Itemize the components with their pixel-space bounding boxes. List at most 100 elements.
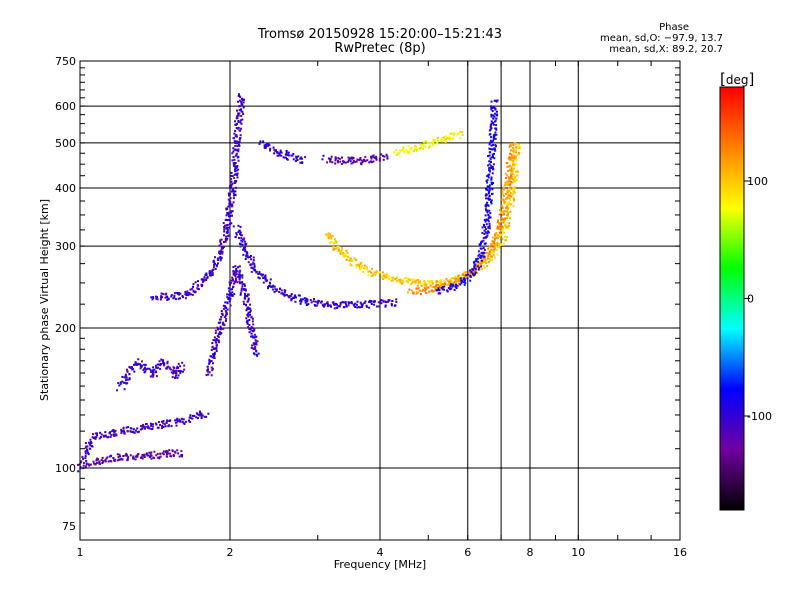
echo-point [327, 233, 330, 236]
echo-point [334, 162, 337, 165]
echo-point [354, 306, 357, 308]
echo-point [272, 284, 275, 287]
echo-point [258, 143, 261, 145]
echo-point [237, 224, 240, 227]
echo-point [488, 189, 491, 192]
y-tick-label: 600 [55, 100, 76, 113]
echo-point [180, 454, 183, 457]
echo-point [445, 137, 448, 140]
echo-point [217, 332, 220, 335]
echo-point [459, 136, 462, 139]
echo-point [90, 442, 93, 445]
echo-point [254, 347, 257, 350]
echo-point [264, 145, 267, 148]
echo-point [488, 143, 491, 146]
echo-point [229, 297, 232, 300]
echo-point [382, 300, 385, 303]
echo-point [149, 422, 152, 425]
echo-point [500, 210, 503, 213]
echo-point [501, 237, 504, 240]
echo-point [245, 289, 247, 292]
echo-point [155, 454, 158, 457]
echo-point [334, 239, 337, 242]
echo-point [146, 367, 149, 370]
echo-point [205, 274, 208, 277]
echo-point [381, 271, 384, 274]
echo-point [235, 123, 238, 126]
echo-point [486, 257, 489, 260]
echo-point [418, 289, 421, 292]
echo-point [424, 288, 427, 291]
echo-point [128, 372, 131, 375]
echo-point [369, 160, 372, 163]
echo-point [479, 259, 482, 262]
echo-point [215, 265, 218, 268]
echo-point [391, 300, 394, 302]
echo-point [494, 131, 497, 134]
echo-point [488, 184, 491, 187]
echo-point [275, 149, 277, 152]
echo-point [182, 296, 184, 299]
echo-point [166, 450, 169, 453]
echo-point [484, 205, 487, 208]
echo-point [508, 190, 511, 192]
echo-point [241, 240, 244, 243]
echo-point [211, 272, 214, 275]
echo-point [407, 281, 410, 284]
echo-point [225, 231, 228, 234]
echo-point [177, 297, 180, 300]
echo-point [464, 281, 467, 284]
echo-point [126, 459, 129, 462]
echo-point [518, 147, 521, 150]
echo-point [238, 109, 241, 112]
echo-point [497, 245, 500, 248]
echo-point [374, 272, 377, 275]
echo-point [207, 373, 210, 376]
echo-point [357, 263, 360, 266]
echo-point [162, 359, 164, 362]
echo-point [398, 152, 401, 154]
echo-point [161, 425, 164, 427]
echo-point [333, 238, 336, 241]
echo-point [515, 142, 518, 145]
echo-point [77, 463, 79, 466]
echo-point [479, 247, 482, 250]
echo-point [500, 211, 503, 214]
echo-point [407, 279, 410, 282]
echo-point [458, 282, 461, 285]
echo-point [370, 275, 373, 277]
echo-point [476, 271, 479, 274]
echo-point [492, 253, 495, 256]
echo-point [113, 434, 116, 437]
echo-point [412, 292, 415, 295]
echo-point [407, 144, 410, 147]
chart-subtitle: RwPretec (8p) [334, 41, 426, 56]
echo-point [382, 154, 384, 157]
echo-point [508, 187, 511, 190]
echo-point [137, 453, 140, 456]
echo-point [306, 298, 309, 301]
echo-point [343, 306, 346, 309]
echo-point [295, 156, 298, 159]
echo-point [239, 119, 242, 122]
echo-point [423, 284, 426, 287]
echo-point [486, 185, 489, 188]
echo-point [177, 419, 179, 422]
echo-point [419, 293, 422, 296]
echo-point [276, 152, 279, 155]
echo-point [492, 123, 495, 126]
echo-point [477, 250, 480, 253]
echo-point [225, 227, 228, 230]
echo-point [187, 419, 190, 422]
echo-point [480, 264, 483, 266]
echo-point [119, 455, 122, 458]
echo-point [508, 155, 511, 158]
echo-point [176, 449, 179, 452]
echo-point [506, 183, 509, 186]
echo-point [252, 323, 255, 326]
echo-point [160, 427, 163, 430]
echo-point [110, 434, 113, 437]
echo-point [112, 429, 115, 431]
echo-point [373, 156, 376, 159]
echo-point [494, 234, 496, 237]
